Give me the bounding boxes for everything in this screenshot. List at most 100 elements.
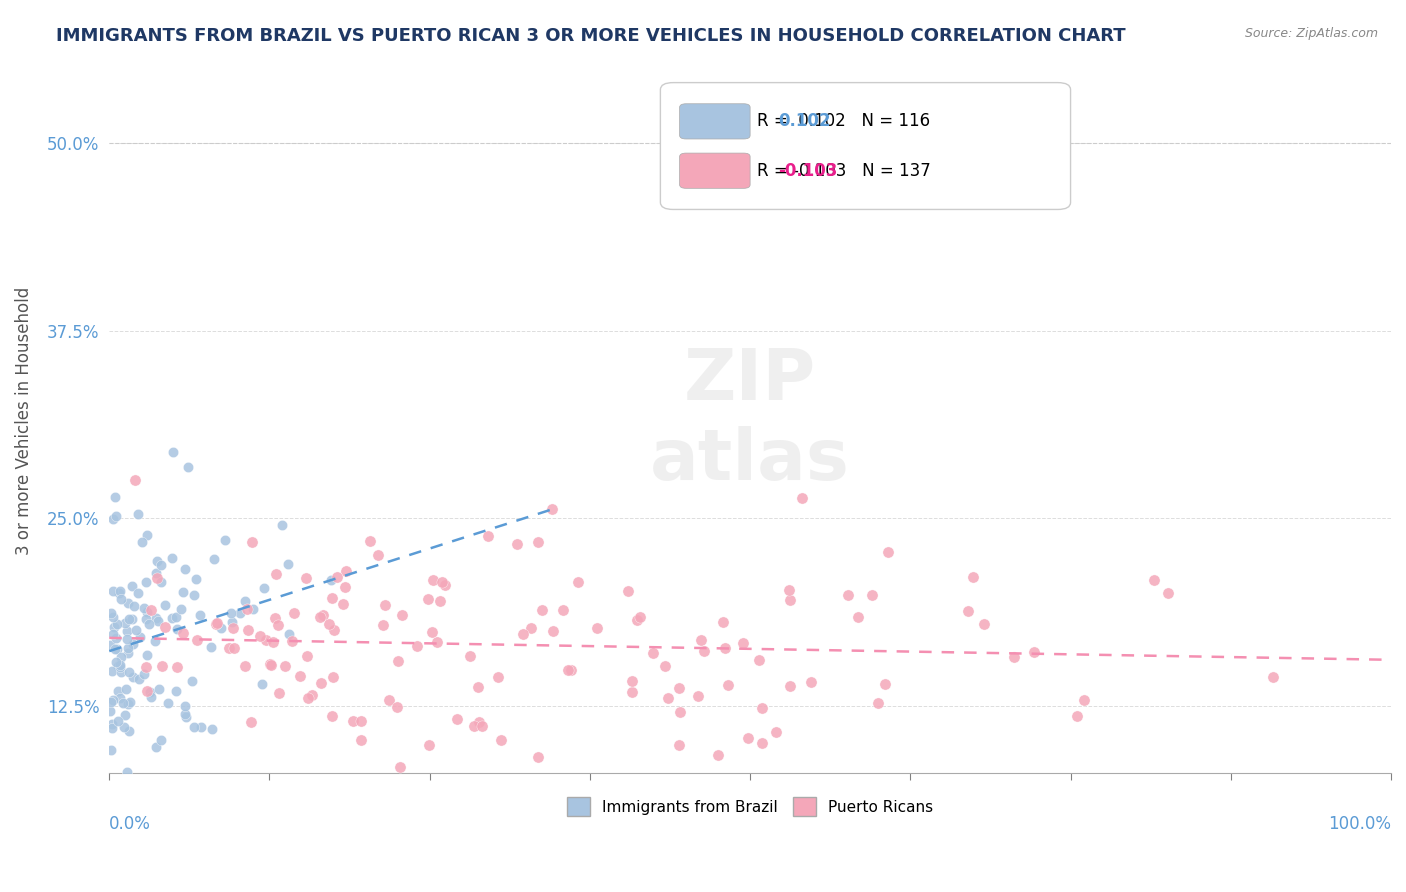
Point xyxy=(108,690,131,705)
Point xyxy=(115,624,138,638)
Point xyxy=(621,673,644,688)
Point xyxy=(110,592,132,607)
Point xyxy=(127,507,149,521)
Point xyxy=(122,670,145,684)
Point xyxy=(288,669,311,683)
Point xyxy=(418,738,440,752)
Point xyxy=(333,580,356,594)
Point xyxy=(460,648,482,663)
Point xyxy=(1157,585,1180,599)
Point xyxy=(222,640,245,655)
Point xyxy=(531,602,554,616)
Text: Source: ZipAtlas.com: Source: ZipAtlas.com xyxy=(1244,27,1378,40)
Text: ZIP
atlas: ZIP atlas xyxy=(650,346,851,495)
Point xyxy=(242,601,264,615)
Point xyxy=(868,697,890,711)
Point xyxy=(371,618,394,632)
Point xyxy=(110,649,132,664)
Point xyxy=(277,627,299,641)
Point xyxy=(125,623,148,637)
Point xyxy=(628,609,651,624)
Point xyxy=(626,614,648,628)
Point xyxy=(121,611,143,625)
Point xyxy=(205,617,228,632)
Point xyxy=(166,660,188,674)
Point xyxy=(186,632,208,647)
Point xyxy=(100,716,122,731)
FancyBboxPatch shape xyxy=(679,103,751,139)
FancyBboxPatch shape xyxy=(661,83,1070,210)
Point xyxy=(322,623,344,637)
Point xyxy=(145,566,167,580)
Point xyxy=(765,724,787,739)
Point xyxy=(117,596,139,610)
Point xyxy=(541,502,564,516)
Point xyxy=(115,632,138,646)
Point xyxy=(145,739,167,754)
Point xyxy=(553,603,575,617)
Point xyxy=(222,621,245,635)
Point xyxy=(273,659,295,673)
Point xyxy=(115,681,138,696)
Point xyxy=(184,572,207,586)
Point xyxy=(110,665,132,679)
Point xyxy=(420,625,443,640)
Point xyxy=(779,592,801,607)
Point xyxy=(422,573,444,587)
Point xyxy=(751,736,773,750)
Point xyxy=(527,534,550,549)
Point xyxy=(103,620,125,634)
Text: 0.102: 0.102 xyxy=(779,112,831,130)
Point xyxy=(146,554,169,568)
Point xyxy=(117,665,139,680)
Point xyxy=(391,607,413,622)
Point xyxy=(621,685,644,699)
Point xyxy=(668,681,690,695)
Point xyxy=(714,641,737,656)
Point xyxy=(118,612,141,626)
Point xyxy=(350,733,373,747)
Point xyxy=(266,567,288,582)
Point xyxy=(322,670,344,684)
Point xyxy=(148,681,170,696)
Point xyxy=(477,529,499,543)
Point xyxy=(100,722,122,736)
Point xyxy=(1143,573,1166,587)
Point xyxy=(1002,649,1025,664)
Point xyxy=(121,636,143,650)
Point xyxy=(145,611,167,625)
Point xyxy=(731,636,754,650)
Point xyxy=(235,594,257,608)
Point xyxy=(350,714,373,728)
Point xyxy=(141,690,163,704)
Point xyxy=(221,606,243,620)
Point xyxy=(389,760,412,774)
Text: R =  0.102   N = 116: R = 0.102 N = 116 xyxy=(756,112,929,130)
Point xyxy=(406,639,429,653)
Point xyxy=(846,609,869,624)
Point xyxy=(426,635,449,649)
Point xyxy=(205,615,228,630)
Point xyxy=(153,598,176,612)
Point xyxy=(471,718,494,732)
Point xyxy=(332,597,354,611)
Point xyxy=(143,633,166,648)
Point xyxy=(173,699,195,714)
Point xyxy=(135,683,157,698)
Point xyxy=(657,690,679,705)
Point xyxy=(107,714,129,728)
Point xyxy=(309,676,332,690)
Point xyxy=(654,658,676,673)
Point xyxy=(259,657,281,671)
Point xyxy=(668,738,690,752)
Point xyxy=(201,722,224,736)
Point xyxy=(586,621,609,635)
Point xyxy=(173,562,195,576)
Point xyxy=(181,674,204,689)
Point xyxy=(105,642,128,657)
Point xyxy=(277,557,299,571)
Point xyxy=(239,714,262,729)
Point xyxy=(117,698,139,712)
Point xyxy=(135,612,157,626)
Point xyxy=(118,724,141,739)
